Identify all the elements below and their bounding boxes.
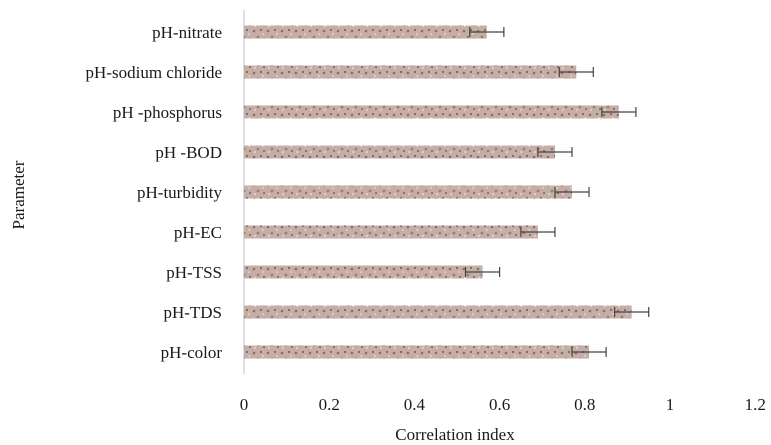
error-bar — [571, 347, 607, 357]
bar — [244, 105, 619, 119]
bar — [244, 25, 487, 39]
bar — [244, 265, 483, 279]
x-tick-label: 0.6 — [489, 395, 510, 414]
category-label: pH -phosphorus — [113, 103, 222, 122]
x-tick-label: 1 — [666, 395, 675, 414]
bar — [244, 305, 632, 319]
x-tick-label: 0.4 — [404, 395, 426, 414]
error-bar — [601, 107, 637, 117]
bar — [244, 185, 573, 199]
error-bar — [537, 147, 573, 157]
x-tick-label: 0 — [240, 395, 249, 414]
plot-area — [243, 10, 650, 374]
category-labels: pH-nitrate pH-sodium chloride pH -phosphor… — [86, 23, 223, 362]
x-tick-label: 1.2 — [745, 395, 766, 414]
category-label: pH-color — [161, 343, 223, 362]
error-bar — [558, 67, 594, 77]
x-tick-label: 0.2 — [319, 395, 340, 414]
x-tick-label: 0.8 — [574, 395, 595, 414]
bar — [244, 225, 538, 239]
bar — [244, 145, 555, 159]
error-bar — [520, 227, 556, 237]
bar — [244, 65, 577, 79]
category-label: pH-EC — [174, 223, 222, 242]
x-axis-title: Correlation index — [395, 425, 515, 444]
x-tick-labels: 0 0.2 0.4 0.6 0.8 1 1.2 — [240, 395, 766, 414]
category-label: pH-TDS — [163, 303, 222, 322]
category-label: pH -BOD — [155, 143, 222, 162]
category-label: pH-turbidity — [137, 183, 222, 202]
y-axis-title: Parameter — [9, 160, 28, 229]
category-label: pH-nitrate — [152, 23, 222, 42]
error-bar — [469, 27, 505, 37]
bar — [244, 345, 590, 359]
error-bar — [614, 307, 650, 317]
error-bar — [464, 267, 501, 277]
error-bar — [554, 187, 590, 197]
category-label: pH-TSS — [166, 263, 222, 282]
category-label: pH-sodium chloride — [86, 63, 222, 82]
